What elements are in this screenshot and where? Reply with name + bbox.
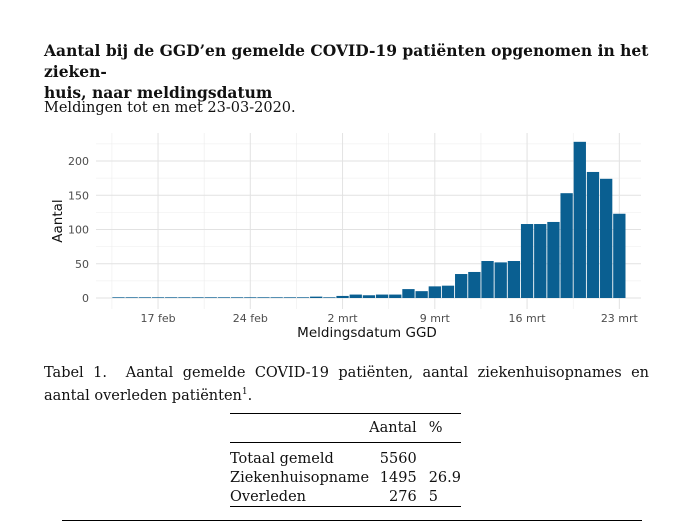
row-count: 276 xyxy=(389,488,417,505)
bar-2020-02-27 xyxy=(283,297,296,298)
x-tick-label: 2 mrt xyxy=(328,312,359,325)
report-title: Aantal bij de GGD’en gemelde COVID-19 pa… xyxy=(44,40,654,103)
bar-2020-03-16 xyxy=(520,224,534,298)
bar-2020-03-20 xyxy=(573,141,586,298)
bar-2020-03-06 xyxy=(389,294,402,298)
bar-2020-02-19 xyxy=(178,297,191,298)
y-tick-label: 50 xyxy=(75,258,89,271)
header-aantal: Aantal xyxy=(369,420,417,436)
summary-table: Aantal % Totaal gemeld 5560 Ziekenhuisop… xyxy=(230,413,461,507)
bar-2020-02-29 xyxy=(310,296,323,298)
x-axis-title: Meldingsdatum GGD xyxy=(297,325,437,341)
bar-2020-03-21 xyxy=(586,171,600,298)
bar-2020-03-05 xyxy=(375,294,389,298)
table-caption: Tabel 1. Aantal gemelde COVID-19 patiënt… xyxy=(44,365,650,404)
bar-2020-02-15 xyxy=(125,297,138,298)
x-tick-label: 24 feb xyxy=(233,312,268,325)
bar-2020-02-21 xyxy=(204,297,217,298)
bar-2020-02-16 xyxy=(138,297,152,298)
header-percent: % xyxy=(428,420,443,436)
table-row: Totaal gemeld 5560 xyxy=(230,443,461,469)
bar-2020-03-04 xyxy=(362,295,376,298)
bar-2020-03-22 xyxy=(600,178,613,298)
report-title-line-2: huis, naar meldingsdatum xyxy=(44,83,273,102)
bar-2020-03-19 xyxy=(560,193,573,298)
row-label: Totaal gemeld xyxy=(230,450,334,467)
row-label: Ziekenhuisopname xyxy=(230,469,370,486)
row-percent: 5 xyxy=(428,488,438,505)
row-count: 1495 xyxy=(379,469,417,486)
bar-2020-03-15 xyxy=(507,261,521,298)
bar-2020-03-07 xyxy=(402,289,415,299)
bar-2020-03-01 xyxy=(323,297,336,298)
bar-2020-03-11 xyxy=(455,274,468,298)
row-percent xyxy=(417,443,461,469)
row-count: 5560 xyxy=(379,450,417,467)
header-label xyxy=(230,414,369,443)
bar-2020-02-14 xyxy=(112,297,125,298)
y-tick-label: 0 xyxy=(82,292,89,305)
bar-2020-03-09 xyxy=(428,286,441,299)
bar-2020-03-14 xyxy=(494,262,507,298)
bar-2020-02-17 xyxy=(151,297,165,298)
histogram-chart: 0 50 100 150 200 17 feb 24 feb 2 mrt 9 mrt 16 mrt… xyxy=(50,133,641,341)
bar-2020-03-12 xyxy=(468,271,481,298)
footnote-marker: 1 xyxy=(241,387,248,397)
row-percent: 26.9 xyxy=(428,469,461,486)
row-label: Overleden xyxy=(230,488,307,505)
y-tick-label: 100 xyxy=(68,224,89,237)
x-tick-label: 17 feb xyxy=(140,312,175,325)
report-title-line-1: Aantal bij de GGD’en gemelde COVID-19 pa… xyxy=(44,41,649,81)
bar-2020-02-28 xyxy=(296,297,310,298)
bar-2020-02-23 xyxy=(230,297,244,298)
bar-2020-03-13 xyxy=(481,261,494,298)
bar-2020-03-18 xyxy=(547,221,560,298)
x-tick-label: 23 mrt xyxy=(601,312,639,325)
x-tick-label: 16 mrt xyxy=(509,312,547,325)
y-tick-label: 150 xyxy=(68,189,89,202)
table-header-row: Aantal % xyxy=(230,413,461,443)
bar-2020-02-20 xyxy=(191,297,204,298)
bar-2020-03-10 xyxy=(441,285,455,298)
table-row: Ziekenhuisopname 1495 26.9 xyxy=(230,468,461,487)
bar-2020-03-03 xyxy=(349,294,362,298)
y-tick-label: 200 xyxy=(68,155,89,168)
bar-2020-02-18 xyxy=(165,297,178,298)
bar-2020-03-02 xyxy=(336,295,349,298)
summary-table-wrapper: Aantal % Totaal gemeld 5560 Ziekenhuisop… xyxy=(230,413,461,507)
bar-2020-03-17 xyxy=(534,224,547,298)
bar-2020-02-24 xyxy=(244,297,257,298)
table-row: Overleden 276 5 xyxy=(230,487,461,507)
table-caption-prefix: Tabel 1. xyxy=(44,365,107,381)
bar-2020-02-22 xyxy=(217,297,231,298)
bar-2020-03-23 xyxy=(613,213,626,299)
page-divider xyxy=(62,520,642,521)
bar-2020-02-25 xyxy=(257,297,270,298)
bar-2020-03-08 xyxy=(415,291,428,298)
y-axis-title: Aantal xyxy=(50,199,66,242)
report-subtitle: Meldingen tot en met 23-03-2020. xyxy=(44,100,296,116)
table-caption-text: Aantal gemelde COVID-19 patiënten, aanta… xyxy=(44,365,650,404)
x-tick-label: 9 mrt xyxy=(420,312,451,325)
bar-2020-02-26 xyxy=(270,297,283,298)
